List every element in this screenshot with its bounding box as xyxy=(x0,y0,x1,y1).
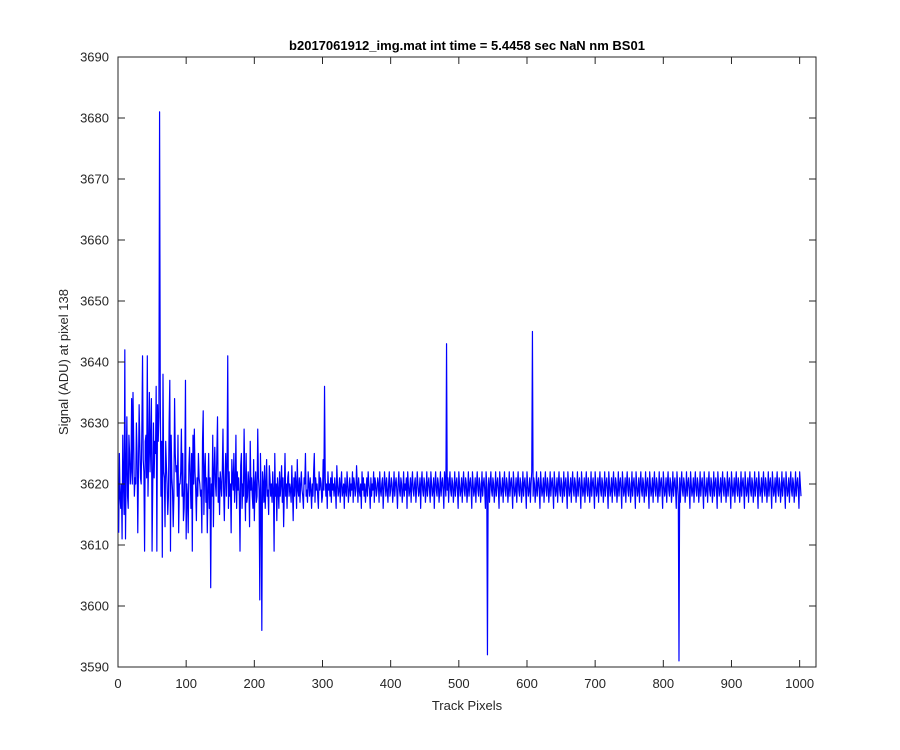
chart-title: b2017061912_img.mat int time = 5.4458 se… xyxy=(289,38,645,53)
y-axis: 3590 3600 3610 3620 3630 3640 3650 3660 3670 3680… xyxy=(80,50,816,675)
x-tick-label: 600 xyxy=(516,676,538,691)
y-tick-label: 3600 xyxy=(80,599,109,614)
x-tick-label: 500 xyxy=(448,676,470,691)
y-tick-label: 3610 xyxy=(80,538,109,553)
x-tick-label: 300 xyxy=(312,676,334,691)
x-tick-label: 200 xyxy=(243,676,265,691)
y-tick-label: 3670 xyxy=(80,172,109,187)
y-tick-label: 3630 xyxy=(80,416,109,431)
x-tick-label: 1000 xyxy=(785,676,814,691)
series-line-0 xyxy=(118,111,802,662)
y-tick-label: 3640 xyxy=(80,355,109,370)
x-tick-label: 400 xyxy=(380,676,402,691)
series-layer xyxy=(118,111,802,662)
y-tick-label: 3650 xyxy=(80,294,109,309)
x-tick-label: 100 xyxy=(175,676,197,691)
y-tick-label: 3660 xyxy=(80,233,109,248)
x-axis-label: Track Pixels xyxy=(432,698,503,713)
y-tick-label: 3590 xyxy=(80,660,109,675)
y-tick-label: 3690 xyxy=(80,50,109,65)
x-tick-label: 0 xyxy=(114,676,121,691)
x-axis: 0 100 200 300 400 500 600 700 800 900 1000 xyxy=(114,57,814,691)
x-tick-label: 900 xyxy=(721,676,743,691)
plot-area xyxy=(117,56,817,668)
y-tick-label: 3680 xyxy=(80,111,109,126)
y-axis-label: Signal (ADU) at pixel 138 xyxy=(56,289,71,435)
x-tick-label: 800 xyxy=(652,676,674,691)
x-tick-label: 700 xyxy=(584,676,606,691)
y-tick-label: 3620 xyxy=(80,477,109,492)
